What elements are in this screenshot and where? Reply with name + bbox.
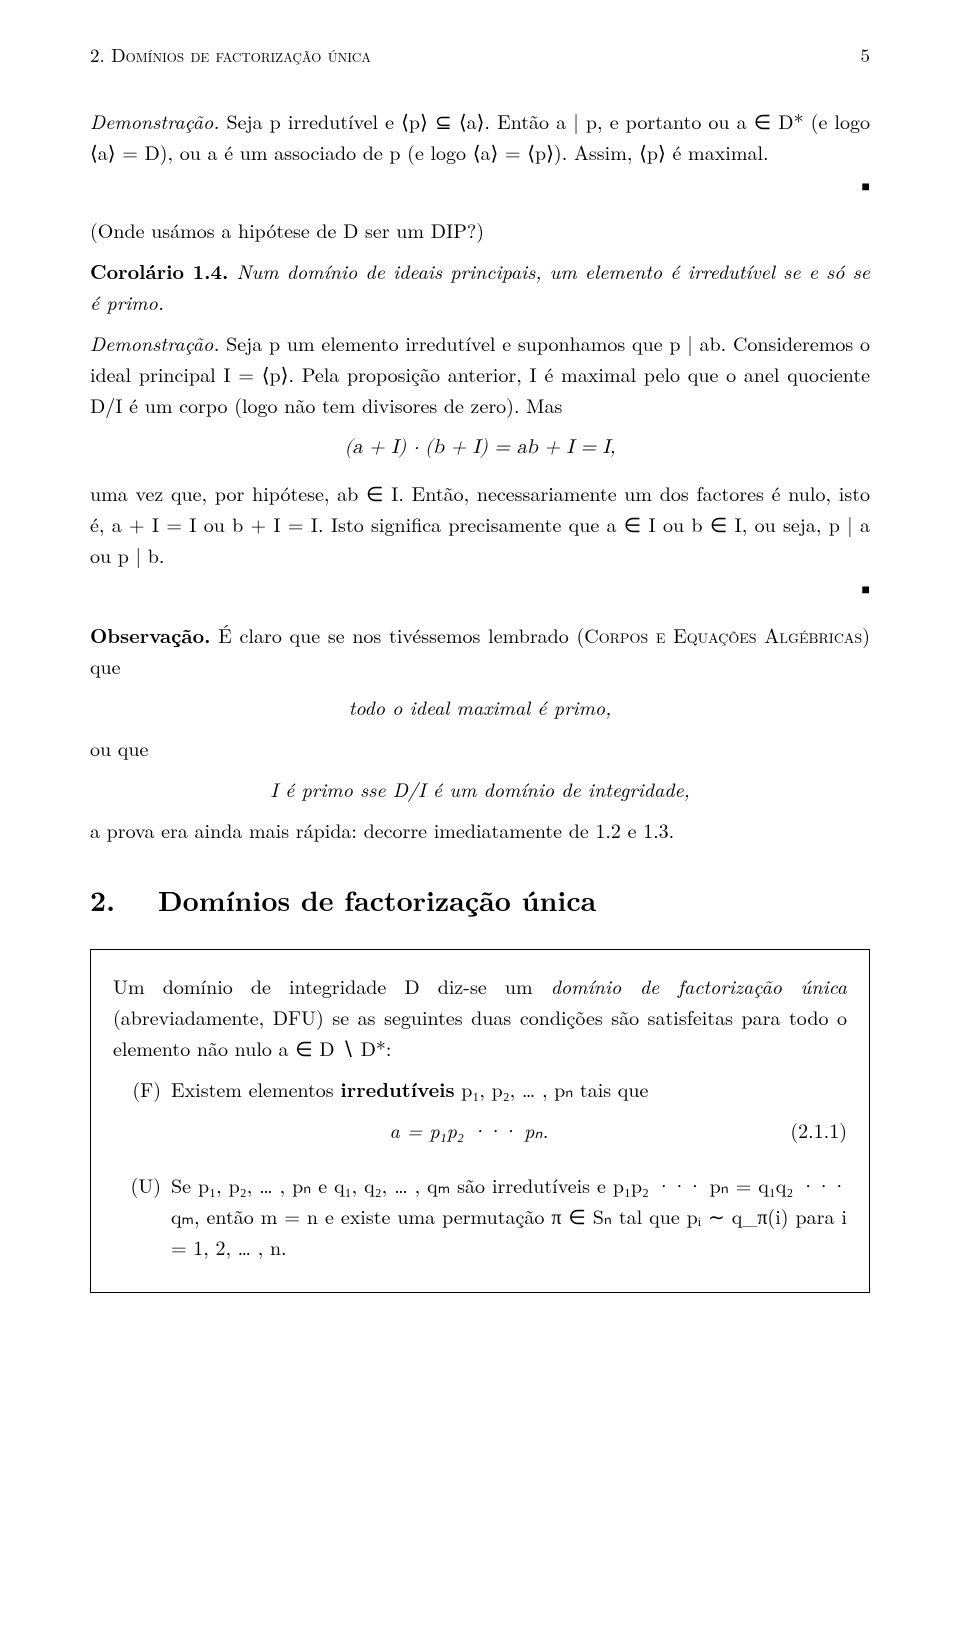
- item-U: (U) Se p₁, p₂, … , pₙ e q₁, q₂, … , qₘ s…: [113, 1169, 847, 1262]
- F-body: Existem elementos irredutíveis p₁, p₂, ……: [171, 1073, 847, 1159]
- item-F: (F) Existem elementos irredutíveis p₁, p…: [113, 1073, 847, 1159]
- running-head-left: 2. Domínios de factorização única: [90, 40, 371, 69]
- U-label: (U): [113, 1169, 171, 1262]
- box-definition: Um domínio de integridade D diz-se um do…: [113, 970, 847, 1063]
- obs-sc: Corpos e Equações Algébricas: [584, 620, 862, 649]
- aside-text: (Onde usámos a hipótese de D ser um DIP?…: [90, 215, 484, 244]
- running-head: 2. Domínios de factorização única 5: [90, 40, 870, 69]
- F-text-b: p₁, p₂, … , pₙ tais que: [455, 1074, 649, 1103]
- F-text-a: Existem elementos: [171, 1074, 340, 1103]
- obs-label: Observação.: [90, 620, 210, 649]
- boxdef-it: domínio de factorização única: [551, 971, 847, 1000]
- page-number: 5: [860, 40, 870, 69]
- boxdef-b: (abreviadamente, DFU) se as seguintes du…: [113, 1002, 847, 1062]
- demo1-label: Demonstração.: [90, 106, 219, 135]
- corollary-1-4: Corolário 1.4. Num domínio de ideais pri…: [90, 255, 870, 317]
- demonstration-2: Demonstração. Seja p um elemento irredut…: [90, 327, 870, 420]
- obs-ouque: ou que: [90, 732, 870, 763]
- boxdef-a: Um domínio de integridade D diz-se um: [113, 971, 551, 1000]
- F-bold: irredutíveis: [340, 1074, 454, 1103]
- demo2-equation: (a + I) · (b + I) = ab + I = I,: [90, 432, 870, 463]
- F-label: (F): [113, 1073, 171, 1159]
- aside-question: (Onde usámos a hipótese de D ser um DIP?…: [90, 214, 870, 245]
- qed-1: [90, 167, 870, 198]
- F-eqnum: (2.1.1): [767, 1114, 847, 1145]
- section-number: 2.: [90, 880, 115, 920]
- section-heading: 2. Domínios de factorização única: [90, 879, 870, 922]
- qed-2: [90, 570, 870, 601]
- demo2-continuation: uma vez que, por hipótese, ab ∈ I. Então…: [90, 477, 870, 570]
- F-equation-row: a = p₁p₂ ··· pₙ. (2.1.1): [171, 1114, 847, 1145]
- obs-tail: a prova era ainda mais rápida: decorre i…: [90, 814, 870, 845]
- F-equation: a = p₁p₂ ··· pₙ.: [171, 1114, 767, 1145]
- definition-box: Um domínio de integridade D diz-se um do…: [90, 949, 870, 1293]
- demo2-cont-text: uma vez que, por hipótese, ab ∈ I. Então…: [90, 478, 870, 569]
- cor-label: Corolário 1.4.: [90, 256, 228, 285]
- U-body: Se p₁, p₂, … , pₙ e q₁, q₂, … , qₘ são i…: [171, 1169, 847, 1262]
- page: 2. Domínios de factorização única 5 Demo…: [0, 0, 960, 1650]
- section-title: Domínios de factorização única: [158, 880, 596, 920]
- obs-text-a: É claro que se nos tivéssemos lembrado (: [210, 620, 584, 649]
- demo2-label: Demonstração.: [90, 328, 219, 357]
- demonstration-1: Demonstração. Seja p irredutível e ⟨p⟩ ⊆…: [90, 105, 870, 167]
- obs-center-1: todo o ideal maximal é primo,: [90, 691, 870, 722]
- observation: Observação. É claro que se nos tivéssemo…: [90, 619, 870, 681]
- obs-center-2: I é primo sse D/I é um domínio de integr…: [90, 773, 870, 804]
